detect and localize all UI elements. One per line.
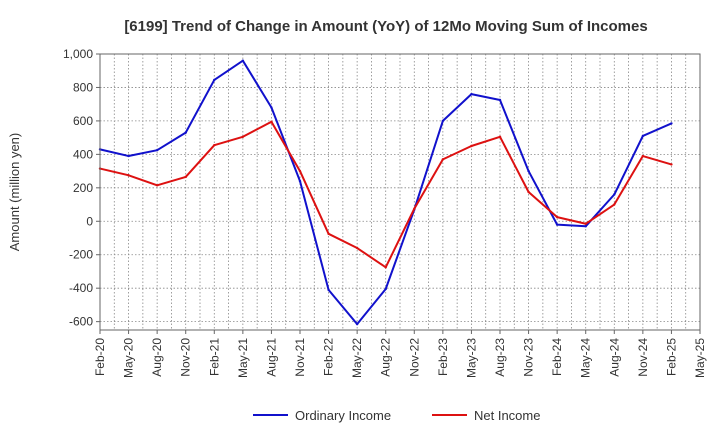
x-tick-label: Aug-24 [607, 338, 621, 377]
data-point-ordinary-income [241, 59, 245, 62]
data-point-net-income [270, 120, 273, 123]
data-point-ordinary-income [327, 288, 330, 292]
data-point-net-income [127, 174, 130, 177]
y-tick-label: 1,000 [63, 47, 93, 61]
x-tick-label: Feb-25 [664, 338, 678, 376]
data-point-net-income [241, 135, 245, 138]
data-point-net-income [470, 144, 473, 148]
data-point-ordinary-income [527, 169, 530, 173]
data-point-ordinary-income [441, 119, 445, 123]
data-point-net-income [670, 163, 673, 166]
x-tick-label: Aug-23 [493, 338, 507, 377]
data-point-ordinary-income [641, 134, 645, 138]
x-tick-label: May-23 [464, 338, 478, 378]
data-point-net-income [641, 154, 645, 158]
data-point-net-income [213, 143, 216, 147]
data-point-ordinary-income [155, 148, 159, 152]
data-point-net-income [441, 158, 445, 161]
chart-title: [6199] Trend of Change in Amount (YoY) o… [124, 18, 647, 35]
y-tick-label: -600 [69, 315, 93, 329]
x-tick-label: May-21 [236, 338, 250, 378]
data-point-net-income [613, 203, 616, 206]
x-tick-label: Aug-20 [150, 338, 164, 377]
data-point-net-income [555, 215, 559, 219]
x-tick-label: Feb-23 [436, 338, 450, 376]
x-tick-label: May-25 [693, 338, 707, 378]
y-axis: 1,000 800 600 400 200 0 -200 -400 -600 [63, 47, 100, 329]
x-tick-label: May-22 [350, 338, 364, 378]
data-point-net-income [155, 184, 159, 187]
x-tick-label: Feb-22 [322, 338, 336, 376]
plot-frame [99, 53, 701, 331]
y-tick-label: 600 [73, 114, 93, 128]
data-point-ordinary-income [298, 179, 302, 183]
x-tick-label: Nov-20 [179, 338, 193, 377]
data-point-ordinary-income [584, 225, 587, 228]
data-point-net-income [184, 175, 187, 179]
data-point-ordinary-income [184, 131, 187, 134]
legend-label-net-income: Net Income [474, 408, 540, 423]
y-tick-label: 800 [73, 80, 93, 94]
legend: Ordinary Income Net Income [253, 408, 540, 423]
data-point-net-income [298, 169, 302, 173]
data-point-ordinary-income [670, 122, 673, 125]
x-tick-label: Nov-24 [636, 338, 650, 377]
data-point-ordinary-income [127, 154, 130, 158]
x-tick-label: Nov-22 [407, 338, 421, 377]
data-point-net-income [384, 266, 387, 269]
data-point-ordinary-income [470, 92, 473, 96]
data-point-ordinary-income [213, 78, 216, 82]
x-tick-label: Feb-24 [550, 338, 564, 376]
data-point-ordinary-income [355, 322, 359, 326]
data-point-net-income [355, 246, 359, 250]
data-point-ordinary-income [555, 223, 559, 226]
x-axis: Feb-20 May-20 Aug-20 Nov-20 Feb-21 May-21 Aug-… [93, 330, 707, 378]
grid [100, 54, 700, 330]
legend-label-ordinary-income: Ordinary Income [295, 408, 391, 423]
x-tick-label: Feb-21 [207, 338, 221, 376]
y-tick-label: 200 [73, 181, 93, 195]
x-tick-label: Aug-21 [264, 338, 278, 377]
data-point-net-income [498, 135, 502, 138]
x-tick-label: Nov-21 [293, 338, 307, 377]
x-tick-label: May-24 [579, 338, 593, 378]
data-point-ordinary-income [498, 98, 502, 102]
x-tick-label: May-20 [122, 338, 136, 378]
data-point-ordinary-income [384, 287, 387, 291]
x-tick-label: Aug-22 [379, 338, 393, 377]
y-tick-label: 0 [86, 214, 93, 228]
data-point-ordinary-income [613, 193, 616, 196]
data-point-net-income [527, 190, 530, 194]
y-axis-label: Amount (million yen) [7, 133, 22, 252]
data-point-net-income [327, 232, 330, 236]
x-tick-label: Feb-20 [93, 338, 107, 376]
y-tick-label: -200 [69, 248, 93, 262]
data-point-ordinary-income [270, 106, 273, 109]
y-tick-label: -400 [69, 281, 93, 295]
x-tick-label: Nov-23 [522, 338, 536, 377]
data-point-net-income [584, 222, 587, 225]
y-tick-label: 400 [73, 147, 93, 161]
data-point-net-income [413, 207, 416, 210]
series-layer [98, 59, 673, 326]
